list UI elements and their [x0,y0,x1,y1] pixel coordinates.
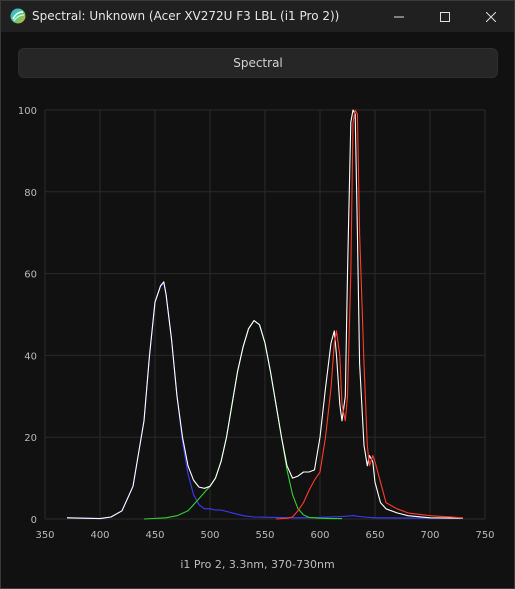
x-axis-ticks: 350 400 450 500 550 600 650 700 750 [35,530,494,541]
y-tick-label: 80 [24,188,37,199]
y-tick-label: 40 [24,351,37,362]
y-tick-label: 0 [31,515,37,526]
close-button[interactable] [468,1,514,32]
y-tick-label: 20 [24,433,37,444]
spectral-tab-button[interactable]: Spectral [18,48,498,78]
minimize-button[interactable] [376,1,422,32]
series-line-red [275,109,464,520]
spectral-chart: 350 400 450 500 550 600 650 700 750 0 20 40 60 80 100 [18,106,495,541]
x-tick-label: 450 [145,530,164,541]
window-title: Spectral: Unknown (Acer XV272U F3 LBL (i… [32,9,340,23]
y-tick-label: 60 [24,270,37,281]
x-tick-label: 600 [310,530,329,541]
chart-caption: i1 Pro 2, 3.3nm, 370-730nm [180,558,335,571]
chart-series [66,109,464,520]
x-tick-label: 500 [200,530,219,541]
series-line-green [143,320,342,520]
maximize-icon [440,11,450,22]
close-icon [486,11,496,22]
y-axis-ticks: 0 20 40 60 80 100 [18,106,37,526]
x-tick-label: 550 [255,530,274,541]
x-tick-label: 750 [475,530,494,541]
title-bar[interactable]: Spectral: Unknown (Acer XV272U F3 LBL (i… [1,1,514,32]
x-tick-label: 700 [420,530,439,541]
app-logo-icon [10,8,26,24]
x-tick-label: 650 [365,530,384,541]
maximize-button[interactable] [422,1,468,32]
y-tick-label: 100 [18,106,37,117]
x-tick-label: 400 [90,530,109,541]
series-line-white [66,109,464,520]
x-tick-label: 350 [35,530,54,541]
chart-grid [44,109,486,520]
minimize-icon [394,16,404,17]
